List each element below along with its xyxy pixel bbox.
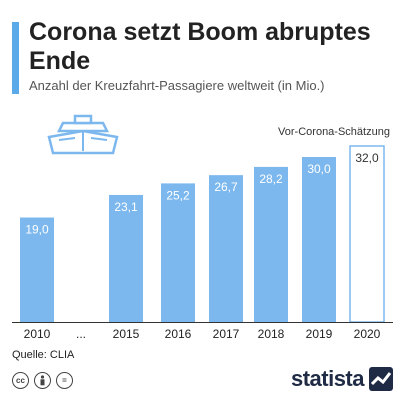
data-label-2019: 30,0 [307,162,331,176]
no-derivatives-icon[interactable]: = [56,372,73,389]
x-tick-2018: 2018 [258,327,285,341]
chart-title: Corona setzt Boom abruptes Ende [29,18,371,75]
attribution-icon[interactable] [34,372,51,389]
data-label-2015: 23,1 [114,200,138,214]
cruise-ship-icon [47,114,119,155]
statista-logo[interactable]: statista [291,366,393,392]
estimate-annotation: Vor-Corona-Schätzung [278,126,390,138]
x-tick-2019: 2019 [306,327,333,341]
statista-logo-text: statista [290,366,365,391]
bar-2018 [254,166,288,322]
bar-2020 [349,145,385,323]
data-label-2010: 19,0 [25,223,49,237]
x-tick-2010: 2010 [24,327,51,341]
x-tick-2020: 2020 [354,327,381,341]
statista-logo-mark [369,367,393,391]
bar-2017 [209,175,243,322]
data-label-2018: 28,2 [259,172,283,186]
bar-2016 [161,183,195,322]
data-label-2016: 25,2 [166,188,190,202]
chart-subtitle: Anzahl der Kreuzfahrt-Passagiere weltwei… [29,78,325,93]
cc-license-icon[interactable]: cc [12,372,29,389]
bar-2019 [302,157,336,322]
bar-2015 [109,194,143,322]
x-tick-2015: 2015 [113,327,140,341]
x-tick-2017: 2017 [213,327,240,341]
source-note: Quelle: CLIA [12,349,75,361]
data-label-2020: 32,0 [355,151,379,165]
x-tick-ellipsis: ... [76,327,86,341]
x-tick-2016: 2016 [165,327,192,341]
license-icons: cc = [12,372,73,389]
title-accent-bar [12,22,19,94]
bar-2010 [20,217,54,322]
data-label-2017: 26,7 [214,180,238,194]
